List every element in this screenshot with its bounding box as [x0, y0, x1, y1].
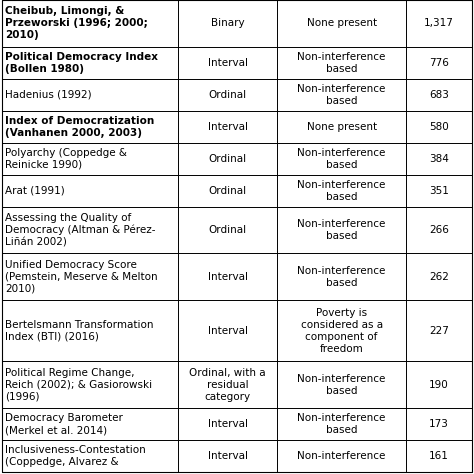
Text: Ordinal: Ordinal [209, 225, 246, 235]
Bar [2, 361, 178, 408]
Text: Arat (1991): Arat (1991) [5, 186, 65, 196]
Bar [178, 408, 277, 440]
Text: Interval: Interval [208, 419, 247, 429]
Bar [277, 440, 406, 472]
Bar [277, 207, 406, 253]
Bar [178, 207, 277, 253]
Text: Non-interference
based: Non-interference based [297, 52, 386, 73]
Bar [178, 46, 277, 79]
Text: 351: 351 [429, 186, 449, 196]
Bar [277, 143, 406, 174]
Text: Interval: Interval [208, 326, 247, 336]
Text: 580: 580 [429, 122, 449, 132]
Text: Ordinal: Ordinal [209, 186, 246, 196]
Bar [2, 110, 178, 143]
Text: 1,317: 1,317 [424, 18, 454, 28]
Text: 266: 266 [429, 225, 449, 235]
Bar [178, 440, 277, 472]
Bar [277, 110, 406, 143]
Bar [178, 253, 277, 300]
Bar [277, 361, 406, 408]
Text: None present: None present [307, 18, 377, 28]
Bar [406, 79, 472, 110]
Bar [2, 46, 178, 79]
Bar [2, 174, 178, 207]
Bar [406, 300, 472, 361]
Text: Non-interference
based: Non-interference based [297, 374, 386, 396]
Text: Interval: Interval [208, 451, 247, 461]
Text: Non-interference
based: Non-interference based [297, 147, 386, 170]
Text: Non-interference
based: Non-interference based [297, 413, 386, 435]
Bar [277, 253, 406, 300]
Text: 683: 683 [429, 90, 449, 100]
Text: Interval: Interval [208, 122, 247, 132]
Text: Interval: Interval [208, 58, 247, 68]
Text: Binary: Binary [211, 18, 245, 28]
Bar [2, 0, 178, 46]
Text: Hadenius (1992): Hadenius (1992) [5, 90, 91, 100]
Text: 262: 262 [429, 272, 449, 282]
Text: Democracy Barometer
(Merkel et al. 2014): Democracy Barometer (Merkel et al. 2014) [5, 413, 123, 435]
Text: Non-interference
based: Non-interference based [297, 83, 386, 106]
Bar [406, 110, 472, 143]
Bar [178, 300, 277, 361]
Bar [178, 0, 277, 46]
Bar [2, 207, 178, 253]
Text: Non-interference
based: Non-interference based [297, 219, 386, 241]
Text: 190: 190 [429, 380, 449, 390]
Bar [406, 0, 472, 46]
Text: Polyarchy (Coppedge &
Reinicke 1990): Polyarchy (Coppedge & Reinicke 1990) [5, 147, 127, 170]
Bar [277, 0, 406, 46]
Text: 161: 161 [429, 451, 449, 461]
Bar [406, 174, 472, 207]
Text: Cheibub, Limongi, &
Przeworski (1996; 2000;
2010): Cheibub, Limongi, & Przeworski (1996; 20… [5, 6, 148, 40]
Text: Bertelsmann Transformation
Index (BTI) (2016): Bertelsmann Transformation Index (BTI) (… [5, 319, 154, 342]
Bar [178, 110, 277, 143]
Text: Assessing the Quality of
Democracy (Altman & Pérez-
Liñán 2002): Assessing the Quality of Democracy (Altm… [5, 213, 155, 247]
Text: Non-interference
based: Non-interference based [297, 180, 386, 201]
Text: Interval: Interval [208, 272, 247, 282]
Bar [406, 361, 472, 408]
Text: Poverty is
considered as a
component of
freedom: Poverty is considered as a component of … [301, 308, 383, 354]
Bar [406, 253, 472, 300]
Bar [277, 300, 406, 361]
Text: Ordinal: Ordinal [209, 90, 246, 100]
Text: Ordinal: Ordinal [209, 154, 246, 164]
Bar [277, 79, 406, 110]
Text: 227: 227 [429, 326, 449, 336]
Bar [406, 408, 472, 440]
Bar [178, 79, 277, 110]
Text: Index of Democratization
(Vanhanen 2000, 2003): Index of Democratization (Vanhanen 2000,… [5, 116, 154, 137]
Bar [178, 174, 277, 207]
Bar [277, 408, 406, 440]
Bar [2, 440, 178, 472]
Text: 173: 173 [429, 419, 449, 429]
Bar [406, 143, 472, 174]
Bar [2, 79, 178, 110]
Text: 384: 384 [429, 154, 449, 164]
Bar [406, 207, 472, 253]
Bar [277, 46, 406, 79]
Text: Non-interference
based: Non-interference based [297, 265, 386, 288]
Text: Unified Democracy Score
(Pemstein, Meserve & Melton
2010): Unified Democracy Score (Pemstein, Meser… [5, 260, 158, 293]
Text: 776: 776 [429, 58, 449, 68]
Bar [2, 300, 178, 361]
Bar [178, 361, 277, 408]
Bar [406, 440, 472, 472]
Text: Inclusiveness-Contestation
(Coppedge, Alvarez &: Inclusiveness-Contestation (Coppedge, Al… [5, 445, 146, 467]
Text: None present: None present [307, 122, 377, 132]
Bar [406, 46, 472, 79]
Bar [178, 143, 277, 174]
Bar [277, 174, 406, 207]
Bar [2, 253, 178, 300]
Text: Political Democracy Index
(Bollen 1980): Political Democracy Index (Bollen 1980) [5, 52, 158, 73]
Bar [2, 143, 178, 174]
Bar [2, 408, 178, 440]
Text: Ordinal, with a
residual
category: Ordinal, with a residual category [189, 368, 266, 401]
Text: Non-interference: Non-interference [297, 451, 386, 461]
Text: Political Regime Change,
Reich (2002); & Gasiorowski
(1996): Political Regime Change, Reich (2002); &… [5, 368, 152, 401]
